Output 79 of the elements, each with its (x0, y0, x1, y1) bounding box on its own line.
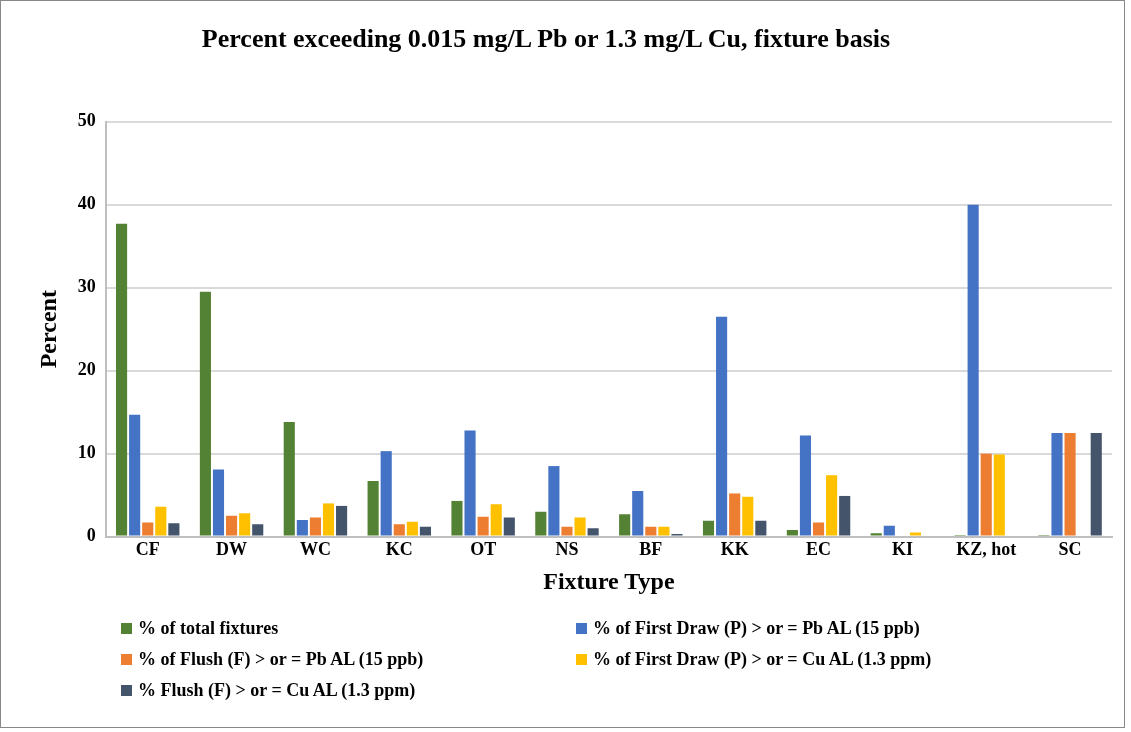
bar (786, 529, 798, 536)
bar (393, 524, 405, 536)
bar (380, 451, 392, 536)
bar (619, 514, 631, 536)
bar (464, 430, 476, 536)
legend-label: % of total fixtures (138, 618, 279, 639)
bar (322, 503, 335, 536)
bar (367, 481, 379, 536)
bar (561, 526, 573, 536)
bar (755, 520, 767, 536)
y-tick-label: 50 (77, 110, 96, 131)
y-axis-title: Percent (34, 290, 61, 369)
bar (574, 517, 586, 536)
bar (742, 496, 754, 536)
x-tick-label: CF (135, 539, 160, 560)
bar (587, 528, 599, 536)
bar (129, 414, 141, 536)
y-tick-label: 30 (77, 276, 96, 297)
bar (142, 522, 154, 536)
bar (658, 526, 670, 536)
bar (212, 469, 225, 536)
x-tick-label: NS (555, 539, 579, 560)
legend-label: % of First Draw (P) > or = Cu AL (1.3 ppm) (593, 649, 932, 670)
x-axis-title: Fixture Type (543, 567, 675, 594)
bar (419, 526, 431, 536)
bar (477, 516, 489, 536)
bar (909, 532, 922, 536)
x-tick-label: KZ, hot (956, 539, 1017, 560)
legend-label: % of First Draw (P) > or = Pb AL (15 ppb) (593, 618, 920, 639)
bar (799, 435, 811, 536)
bar (226, 515, 238, 536)
bar (632, 490, 644, 536)
x-tick-label: KK (720, 539, 749, 560)
x-tick-label: SC (1058, 539, 1082, 560)
bar (116, 223, 128, 536)
bar (168, 523, 180, 536)
bar (252, 524, 264, 536)
bar (716, 316, 728, 536)
y-tick-label: 20 (77, 359, 96, 380)
chart-title: Percent exceeding 0.015 mg/L Pb or 1.3 mg/L Cu, fixture basis (200, 23, 892, 55)
bar (503, 517, 515, 536)
bar (406, 521, 418, 536)
bar (839, 495, 851, 536)
bar (451, 500, 463, 536)
bar (490, 504, 502, 536)
x-tick-label: WC (299, 539, 331, 560)
y-tick-label: 10 (77, 442, 96, 463)
x-tick-label: DW (216, 539, 248, 560)
x-tick-label: OT (470, 539, 497, 560)
legend-label: % of Flush (F) > or = Pb AL (15 ppb) (138, 649, 424, 670)
bar (296, 520, 308, 536)
bar (812, 522, 825, 536)
x-tick-label: EC (806, 539, 832, 560)
legend-label: % Flush (F) > or = Cu AL (1.3 ppm) (138, 680, 416, 701)
bar (535, 511, 547, 536)
bar (967, 204, 979, 536)
bar (548, 466, 560, 536)
bar (1051, 432, 1063, 536)
bar (199, 291, 211, 536)
bar (729, 493, 741, 536)
bar (309, 517, 321, 536)
bar (993, 454, 1005, 536)
bar (980, 453, 992, 536)
x-tick-label: BF (639, 539, 663, 560)
bar (1064, 432, 1076, 536)
bar (702, 520, 715, 536)
bar (870, 533, 882, 536)
bar (1090, 432, 1102, 536)
bar (239, 513, 251, 536)
x-tick-label: KC (385, 539, 413, 560)
y-tick-label: 40 (77, 193, 96, 214)
bar (826, 475, 838, 536)
bar (883, 525, 895, 536)
bar (336, 505, 348, 536)
x-tick-label: KI (891, 539, 913, 560)
bar (155, 506, 167, 536)
bar (283, 422, 295, 536)
y-tick-label: 0 (86, 525, 96, 546)
bar (645, 526, 657, 536)
